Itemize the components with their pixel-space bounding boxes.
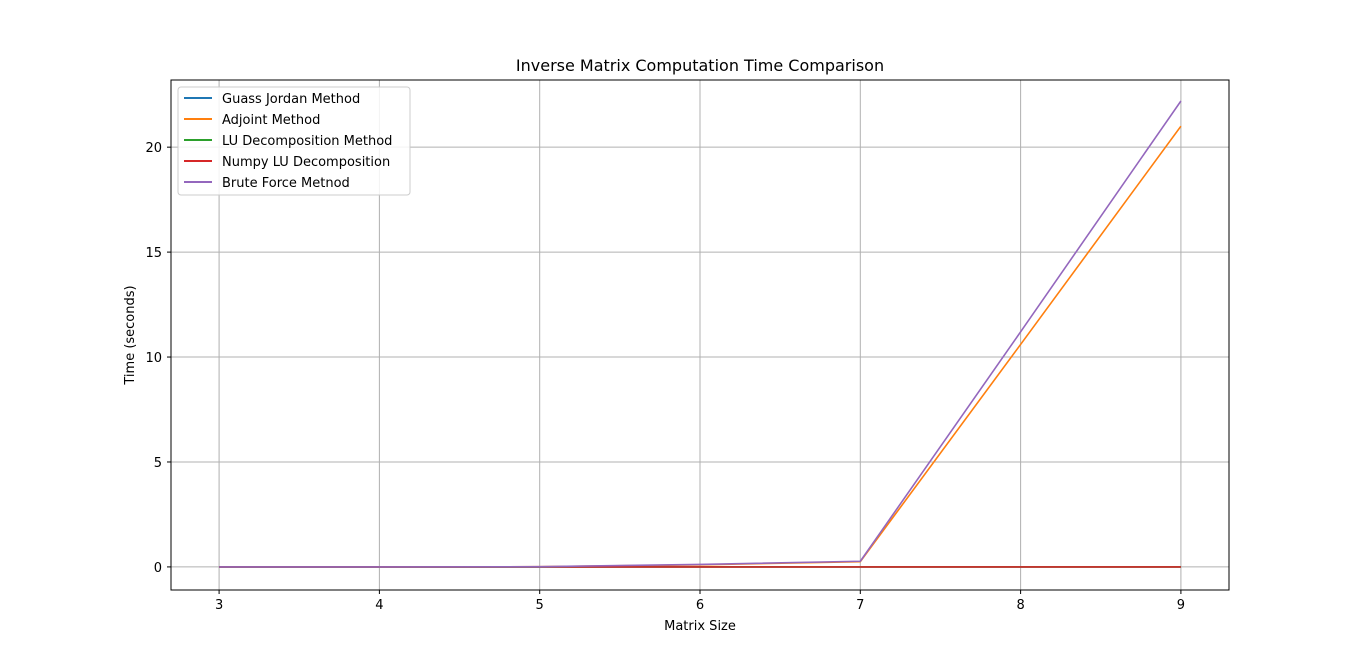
y-tick-label: 5 [154, 456, 162, 471]
y-tick-label: 0 [154, 561, 162, 576]
legend-label: Brute Force Metnod [222, 176, 350, 191]
legend-label: Numpy LU Decomposition [222, 155, 390, 170]
legend: Guass Jordan Method Adjoint Method LU Deco… [177, 86, 411, 196]
x-tick-label: 8 [1016, 598, 1024, 613]
x-axis-label: Matrix Size [664, 619, 736, 634]
y-tick-label: 20 [145, 141, 162, 156]
y-axis-label: Time (seconds) [123, 285, 138, 385]
series-line-brute-force-metnod [219, 100, 1182, 568]
y-tick-label: 10 [145, 351, 162, 366]
legend-label: LU Decomposition Method [222, 134, 392, 149]
chart-title: Inverse Matrix Computation Time Comparis… [516, 56, 884, 75]
legend-label: Guass Jordan Method [222, 92, 360, 107]
x-tick-label: 7 [856, 598, 864, 613]
x-tick-label: 4 [375, 598, 383, 613]
x-tick-label: 3 [215, 598, 223, 613]
x-tick-label: 6 [696, 598, 704, 613]
series-lines [219, 100, 1182, 568]
x-tick-label: 5 [536, 598, 544, 613]
x-tick-label: 9 [1177, 598, 1185, 613]
legend-label: Adjoint Method [222, 113, 320, 128]
y-tick-label: 15 [145, 246, 162, 261]
axis-ticks: 3 4 5 6 7 8 9 0 5 10 15 20 [145, 141, 1185, 613]
legend-box [177, 86, 411, 196]
